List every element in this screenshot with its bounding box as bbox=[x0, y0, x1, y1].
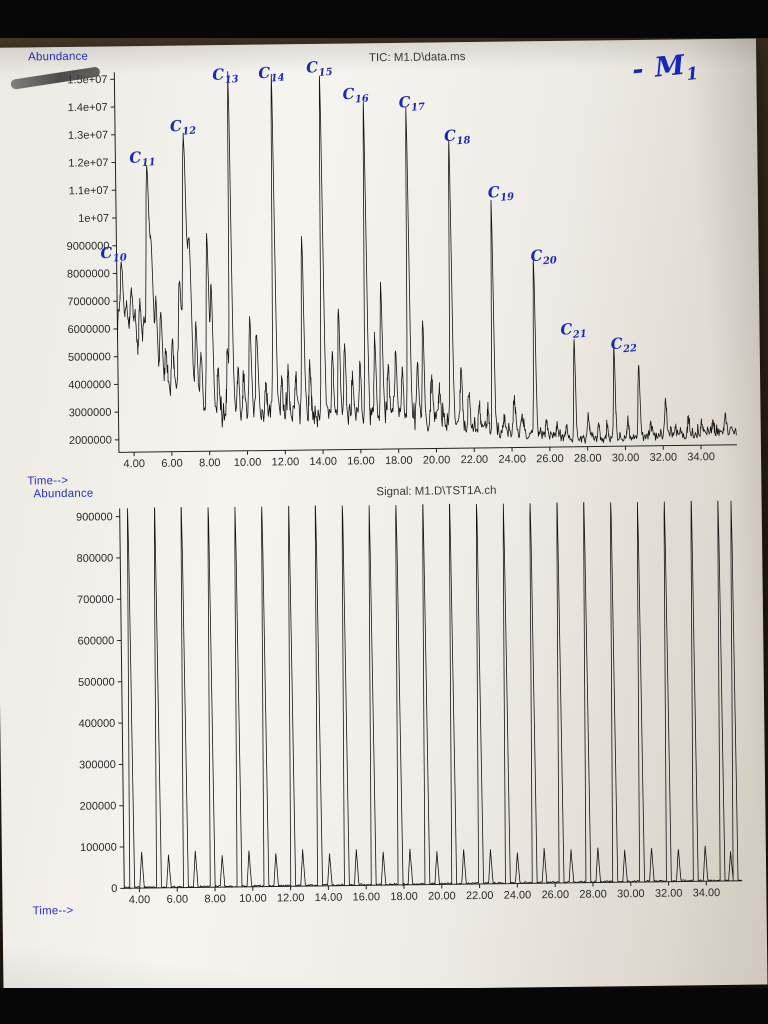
handwritten-note: - M1 bbox=[631, 48, 701, 90]
axis-lines bbox=[113, 72, 737, 453]
peak-label-C14: C14 bbox=[257, 63, 285, 85]
x-tick-label: 34.00 bbox=[693, 887, 721, 899]
x-tick-label: 18.00 bbox=[385, 455, 413, 467]
x-tick-label: 10.00 bbox=[234, 457, 262, 469]
y-tick-label: 500000 bbox=[78, 676, 115, 688]
y-tick-label: 600000 bbox=[77, 635, 114, 647]
y-tick-label: 4000000 bbox=[68, 379, 111, 392]
axis-lines bbox=[119, 508, 743, 889]
peak-label-C10: C10 bbox=[99, 243, 128, 265]
y-tick-label: 800000 bbox=[76, 552, 113, 564]
x-tick-label: 16.00 bbox=[352, 891, 380, 903]
y-tick-label: 8000000 bbox=[67, 268, 110, 281]
y-tick-label: 400000 bbox=[78, 718, 115, 730]
peak-label-C11: C11 bbox=[128, 147, 157, 169]
x-tick-label: 30.00 bbox=[612, 452, 640, 464]
peak-label-C13: C13 bbox=[212, 65, 240, 87]
y-tick-label: 1e+07 bbox=[78, 213, 109, 225]
chart1-time-label: Time--> bbox=[27, 474, 69, 488]
x-tick-label: 8.00 bbox=[204, 893, 226, 905]
note-subscript: 1 bbox=[685, 63, 701, 85]
x-tick-label: 4.00 bbox=[129, 894, 151, 906]
peak-label-C18: C18 bbox=[442, 125, 471, 147]
peak-label-C17: C17 bbox=[397, 93, 426, 115]
fid-trace bbox=[123, 500, 742, 890]
y-tick-label: 2000000 bbox=[69, 434, 112, 447]
x-tick-label: 6.00 bbox=[161, 458, 183, 470]
y-tick-label: 9000000 bbox=[67, 240, 110, 253]
y-tick-label: 300000 bbox=[79, 759, 116, 771]
x-tick-label: 12.00 bbox=[272, 456, 300, 468]
peak-label-C22: C22 bbox=[610, 333, 638, 355]
x-tick-label: 28.00 bbox=[579, 888, 607, 900]
chart2-time-label: Time--> bbox=[32, 904, 74, 918]
y-tick-label: 200000 bbox=[79, 800, 116, 812]
y-tick-label: 700000 bbox=[77, 594, 114, 606]
paper: - M1 Abundance TIC: M1.D\data.ms 2000000… bbox=[0, 38, 768, 994]
x-tick-label: 34.00 bbox=[687, 451, 715, 463]
x-tick-label: 20.00 bbox=[428, 890, 456, 902]
x-tick-label: 14.00 bbox=[315, 892, 343, 904]
top-black-bar bbox=[0, 0, 768, 38]
peak-label-C19: C19 bbox=[487, 182, 515, 204]
chart2-title: Signal: M1.D\TST1A.ch bbox=[376, 484, 497, 499]
tic-chromatogram-plot: 2000000 3000000 4000000 5000000 6000000 70000… bbox=[67, 71, 737, 470]
y-tick-label: 5000000 bbox=[68, 351, 111, 364]
x-tick-label: 20.00 bbox=[423, 454, 451, 466]
x-tick-label: 14.00 bbox=[309, 456, 337, 468]
x-tick-label: 30.00 bbox=[617, 888, 645, 900]
x-tick-label: 26.00 bbox=[541, 889, 569, 901]
x-tick-label: 22.00 bbox=[461, 454, 489, 466]
x-tick-label: 10.00 bbox=[239, 893, 267, 905]
peak-label-C12: C12 bbox=[169, 116, 197, 138]
y-tick-label: 3000000 bbox=[69, 407, 112, 420]
x-tick-label: 24.00 bbox=[504, 889, 532, 901]
peak-label-C15: C15 bbox=[305, 57, 334, 79]
x-tick-label: 28.00 bbox=[574, 452, 602, 464]
x-tick-label: 8.00 bbox=[199, 457, 221, 469]
y-tick-label: 1.2e+07 bbox=[68, 157, 108, 169]
chart2-abundance-label: Abundance bbox=[33, 487, 94, 501]
x-tick-label: 22.00 bbox=[466, 890, 494, 902]
chart1-abundance-label: Abundance bbox=[28, 50, 89, 64]
x-tick-label: 24.00 bbox=[498, 453, 526, 465]
x-tick-label: 32.00 bbox=[655, 887, 683, 899]
x-tick-label: 6.00 bbox=[167, 894, 189, 906]
chart1-title: TIC: M1.D\data.ms bbox=[368, 51, 466, 65]
peak-label-C16: C16 bbox=[341, 84, 369, 106]
y-tick-label: 0 bbox=[111, 883, 117, 895]
peak-label-C20: C20 bbox=[529, 246, 558, 267]
bottom-black-bar bbox=[0, 988, 768, 1024]
y-tick-label: 1.3e+07 bbox=[68, 129, 108, 141]
note-text: - M bbox=[630, 49, 688, 86]
y-tick-label: 1.4e+07 bbox=[68, 102, 108, 114]
x-tick-label: 4.00 bbox=[123, 458, 145, 470]
y-tick-label: 900000 bbox=[76, 511, 113, 523]
fid-chromatogram-plot: 0 100000 200000 300000 400000 500000 600000 700… bbox=[76, 500, 743, 906]
x-tick-label: 26.00 bbox=[536, 453, 564, 465]
x-tick-label: 18.00 bbox=[390, 891, 418, 903]
x-tick-label: 16.00 bbox=[347, 455, 375, 467]
y-tick-label: 6000000 bbox=[68, 324, 111, 337]
y-tick-label: 100000 bbox=[80, 842, 117, 854]
tic-trace bbox=[117, 71, 737, 444]
y-tick-label: 7000000 bbox=[67, 296, 110, 309]
x-tick-label: 32.00 bbox=[650, 452, 678, 464]
peak-label-C21: C21 bbox=[560, 320, 588, 342]
x-tick-label: 12.00 bbox=[277, 892, 305, 904]
y-tick-label: 1.1e+07 bbox=[69, 185, 109, 197]
